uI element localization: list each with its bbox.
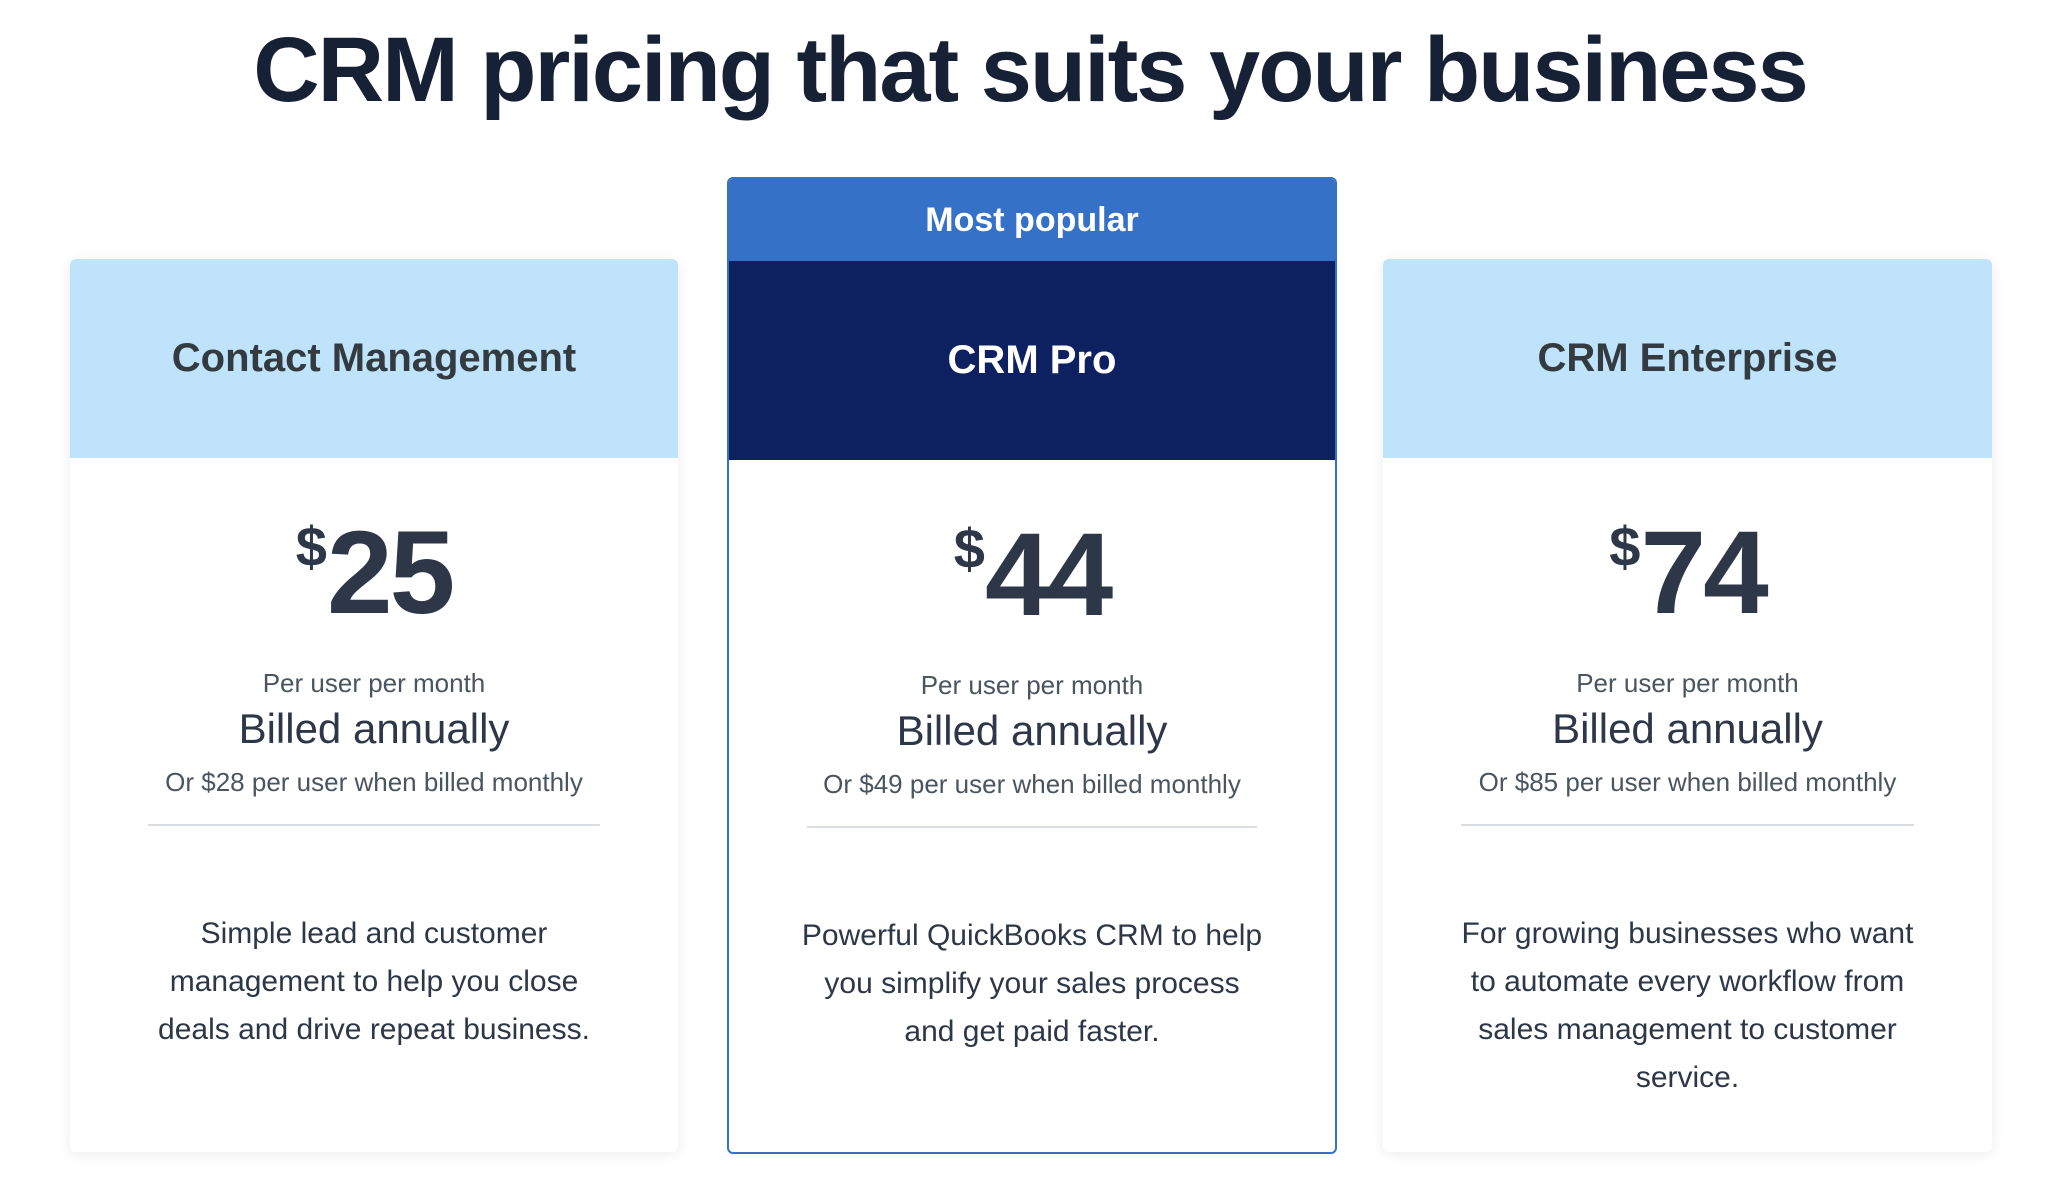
divider: [1461, 824, 1914, 826]
price-amount: 74: [1640, 507, 1768, 639]
plan-description: For growing businesses who want to autom…: [1461, 917, 1914, 1094]
price-unit: Per user per month: [920, 670, 1144, 700]
plan-price: $74: [1383, 508, 1992, 638]
monthly-price-note: Or $28 per user when billed monthly: [165, 767, 583, 797]
divider: [148, 824, 600, 826]
price-amount: 44: [984, 509, 1113, 641]
plan-name: CRM Pro: [729, 261, 1335, 460]
divider: [807, 826, 1257, 828]
plan-price: $25: [70, 508, 678, 638]
page-title: CRM pricing that suits your business: [253, 19, 1809, 121]
plan-card-contact-management[interactable]: Contact Management $25 Per user per mont…: [70, 259, 678, 1152]
plan-description: Powerful QuickBooks CRM to help you simp…: [801, 919, 1263, 1048]
plan-card-crm-pro[interactable]: Most popular CRM Pro $44 Per user per mo…: [727, 177, 1337, 1154]
price-amount: 25: [326, 507, 455, 639]
price-unit: Per user per month: [1576, 668, 1799, 698]
most-popular-badge: Most popular: [729, 179, 1335, 261]
currency-symbol: $: [1609, 515, 1641, 578]
plan-price: $44: [729, 510, 1335, 640]
price-unit: Per user per month: [262, 668, 486, 698]
billing-period: Billed annually: [1552, 705, 1823, 752]
plan-card-crm-enterprise[interactable]: CRM Enterprise $74 Per user per month Bi…: [1383, 259, 1992, 1152]
plan-description: Simple lead and customer management to h…: [158, 917, 590, 1046]
currency-symbol: $: [295, 515, 327, 578]
billing-period: Billed annually: [238, 705, 510, 752]
billing-period: Billed annually: [896, 707, 1168, 754]
monthly-price-note: Or $85 per user when billed monthly: [1478, 767, 1897, 797]
currency-symbol: $: [953, 517, 985, 580]
monthly-price-note: Or $49 per user when billed monthly: [823, 769, 1241, 799]
plan-name: Contact Management: [70, 259, 678, 458]
plan-name: CRM Enterprise: [1383, 259, 1992, 458]
